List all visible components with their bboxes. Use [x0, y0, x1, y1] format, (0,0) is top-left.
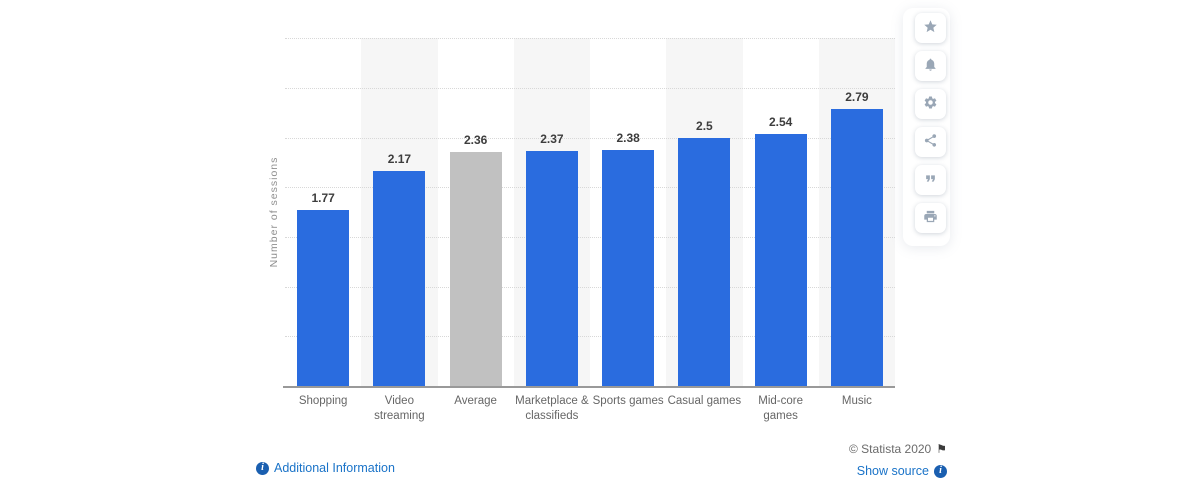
y-axis-title: Number of sessions [268, 156, 280, 268]
gridline [285, 137, 895, 139]
value-label: 2.36 [463, 132, 488, 147]
x-axis-label: Shopping [298, 395, 348, 407]
printer-icon [923, 209, 938, 227]
bar-sports-games[interactable] [602, 149, 655, 386]
copyright-text: © Statista 2020 [849, 442, 932, 456]
gridline [285, 187, 895, 189]
x-axis-label: Average [454, 395, 497, 407]
value-label: 2.54 [768, 114, 793, 129]
gridline [285, 88, 895, 90]
value-label: 2.37 [540, 131, 564, 146]
gridline [285, 336, 895, 338]
info-icon: i [256, 461, 269, 475]
x-axis-label: Sports games [592, 395, 664, 407]
value-label: 2.17 [387, 151, 412, 166]
x-axis-label: Mid-core games [758, 395, 803, 422]
gridline [285, 237, 895, 239]
show-source-link[interactable]: Show source i [857, 464, 947, 478]
value-label: 2.5 [696, 118, 713, 133]
x-axis-label: Casual games [667, 395, 742, 407]
cite-button[interactable] [915, 165, 946, 195]
flag-icon: ⚑ [936, 442, 947, 456]
chart-toolbar [903, 8, 950, 246]
additional-information-label: Additional Information [274, 461, 395, 475]
bar-marketplace-classifieds[interactable] [525, 150, 578, 386]
bar-mid-core-games[interactable] [754, 133, 807, 386]
bar-music[interactable] [830, 108, 883, 386]
notifications-button[interactable] [915, 51, 946, 81]
bar-shopping[interactable] [297, 210, 350, 386]
x-axis-label: Music [841, 395, 872, 407]
share-icon [923, 133, 938, 151]
bell-icon [923, 57, 938, 75]
value-label: 1.77 [311, 191, 335, 206]
gear-icon [923, 95, 938, 113]
settings-button[interactable] [915, 89, 946, 119]
bar-average[interactable] [449, 151, 502, 386]
value-label: 2.38 [616, 130, 640, 145]
value-label: 2.79 [845, 89, 869, 104]
star-icon [923, 19, 938, 37]
copyright-line: © Statista 2020 ⚑ [849, 442, 947, 456]
gridline [285, 286, 895, 288]
additional-information-link[interactable]: i Additional Information [256, 461, 395, 475]
bar-video-streaming[interactable] [373, 170, 426, 386]
gridline [285, 38, 895, 40]
x-axis-line [283, 386, 895, 388]
x-axis-label: Video streaming [374, 395, 425, 422]
favorite-button[interactable] [915, 13, 946, 43]
print-button[interactable] [915, 203, 946, 233]
x-axis-label: Marketplace & classifieds [515, 395, 589, 422]
quote-icon [923, 171, 938, 189]
info-icon: i [934, 464, 947, 478]
bar-casual-games[interactable] [678, 137, 731, 386]
share-button[interactable] [915, 127, 946, 157]
show-source-label: Show source [856, 464, 929, 478]
